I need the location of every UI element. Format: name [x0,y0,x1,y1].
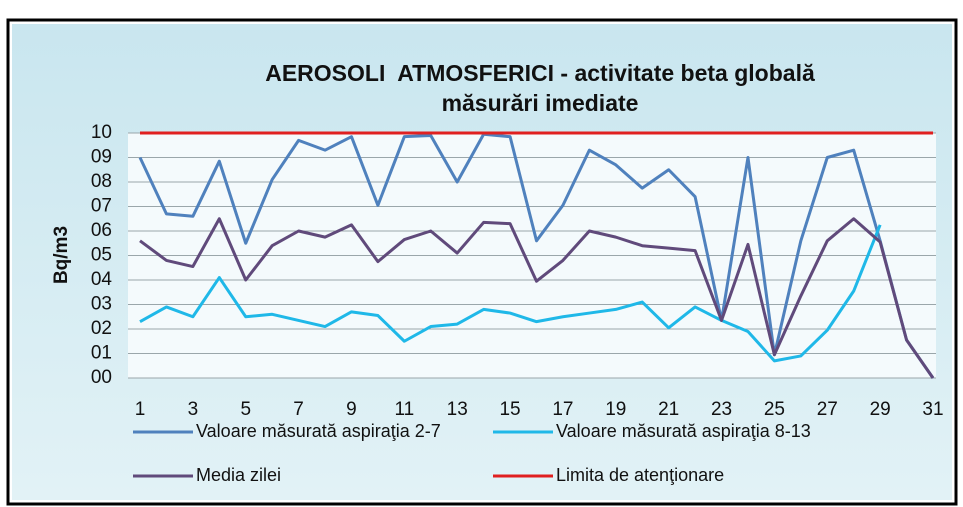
y-tick-label: 03 [91,294,112,315]
x-tick-label: 23 [711,399,732,420]
y-tick-label: 01 [91,343,112,364]
legend-label: Valoare măsurată aspiraţia 2-7 [196,421,441,441]
x-tick-label: 13 [447,399,468,420]
x-tick-label: 15 [499,399,520,420]
x-tick-label: 25 [764,399,785,420]
x-tick-label: 5 [240,399,251,420]
x-tick-label: 19 [605,399,626,420]
series-line [139,224,882,363]
legend-label: Valoare măsurată aspiraţia 8-13 [556,421,811,441]
x-tick-label: 9 [346,399,357,420]
y-tick-label: 02 [91,318,112,339]
y-tick-label: 07 [91,196,112,217]
y-axis-label: Bq/m3 [51,226,72,284]
chart-subtitle: măsurări imediate [442,90,639,116]
x-tick-label: 21 [658,399,679,420]
legend-label: Media zilei [196,465,281,485]
y-tick-label: 08 [91,171,112,192]
y-tick-label: 10 [91,122,112,143]
x-tick-label: 29 [870,399,891,420]
chart-title: AEROSOLI ATMOSFERICI - activitate beta g… [265,60,815,86]
x-tick-label: 17 [552,399,573,420]
x-tick-label: 31 [922,399,943,420]
legend-label: Limita de atenţionare [556,465,724,485]
x-tick-label: 3 [188,399,199,420]
x-tick-label: 7 [293,399,304,420]
y-tick-label: 06 [91,220,112,241]
y-tick-label: 05 [91,245,112,266]
y-tick-label: 09 [91,147,112,168]
series-line [139,217,935,379]
x-tick-label: 11 [394,399,414,420]
frame [6,18,958,506]
series-line [138,132,935,379]
x-tick-label: 1 [135,399,146,420]
y-tick-label: 04 [91,269,113,290]
y-tick-label: 00 [91,367,112,388]
x-tick-label: 27 [817,399,838,420]
